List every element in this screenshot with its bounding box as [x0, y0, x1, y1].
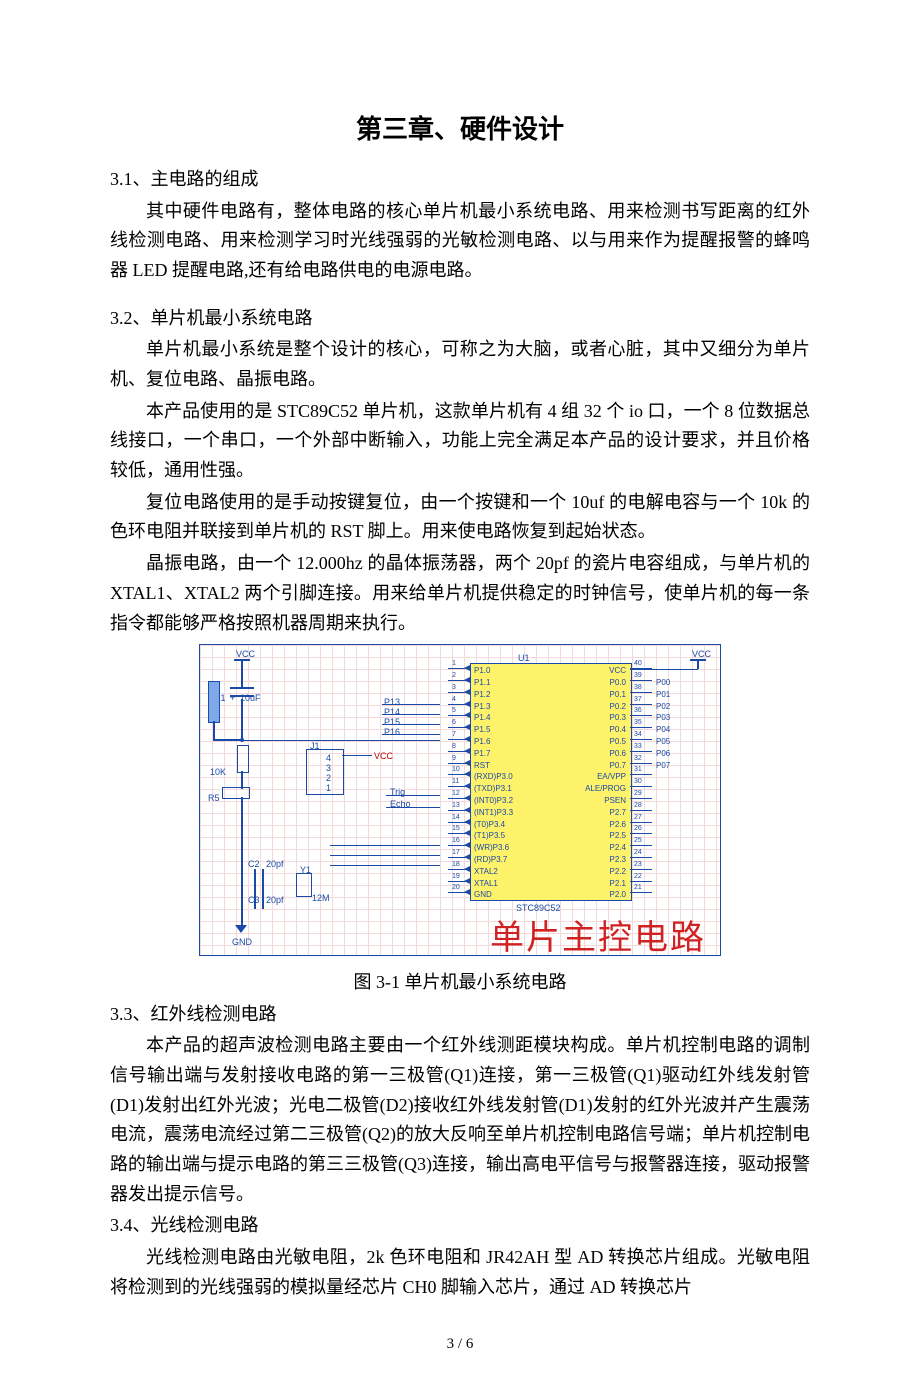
pin-num-left: 17: [452, 847, 460, 859]
pin-num-right: 40: [634, 658, 642, 670]
section-3-2-p1: 单片机最小系统是整个设计的核心，可称之为大脑，或者心脏，其中又细分为单片机、复位…: [110, 335, 810, 394]
pin-num-right: 25: [634, 835, 642, 847]
r5-label: R5: [208, 791, 220, 806]
pin-num-right: 23: [634, 859, 642, 871]
section-3-4-heading: 3.4、光线检测电路: [110, 1211, 810, 1241]
section-3-3-heading: 3.3、红外线检测电路: [110, 1000, 810, 1030]
pin-num-right: 26: [634, 823, 642, 835]
pin-num-left: 2: [452, 670, 456, 682]
pin-num-left: 12: [452, 788, 460, 800]
r5-value: 10K: [210, 765, 226, 780]
pin-num-left: 13: [452, 800, 460, 812]
y1-value: 12M: [312, 891, 330, 906]
figure-3-1: VCC C1 + 10uF 10K R5 C2 20pf: [110, 644, 810, 966]
pin-num-right: 34: [634, 729, 642, 741]
pin-num-right: 31: [634, 764, 642, 776]
pin-num-left: 9: [452, 753, 456, 765]
pin-num-left: 3: [452, 682, 456, 694]
pin-num-left: 16: [452, 835, 460, 847]
pin-num-left: 14: [452, 812, 460, 824]
pin-num-right: 27: [634, 812, 642, 824]
chapter-title: 第三章、硬件设计: [110, 108, 810, 151]
pin-num-left: 6: [452, 717, 456, 729]
pin-num-left: 11: [452, 776, 459, 788]
figure-3-1-caption: 图 3-1 单片机最小系统电路: [110, 968, 810, 998]
pin-num-right: 38: [634, 682, 642, 694]
section-3-1-heading: 3.1、主电路的组成: [110, 165, 810, 195]
c3-value: 20pf: [266, 893, 284, 908]
pin-net-right: P07: [656, 759, 670, 772]
pin-num-left: 4: [452, 694, 456, 706]
pin-name-right: P2.0: [610, 888, 626, 901]
page: 第三章、硬件设计 3.1、主电路的组成 其中硬件电路有，整体电路的核心单片机最小…: [0, 0, 920, 1397]
section-3-2-heading: 3.2、单片机最小系统电路: [110, 304, 810, 334]
schematic-title: 单片主控电路: [490, 911, 706, 967]
pin-num-right: 33: [634, 741, 642, 753]
pin-num-right: 35: [634, 717, 642, 729]
c2-value: 20pf: [266, 857, 284, 872]
vcc-right-label: VCC: [692, 647, 711, 662]
pin-num-left: 10: [452, 764, 460, 776]
pin-num-right: 22: [634, 871, 642, 883]
section-3-2-p3: 复位电路使用的是手动按键复位，由一个按键和一个 10uf 的电解电容与一个 10…: [110, 488, 810, 547]
section-3-2-p2: 本产品使用的是 STC89C52 单片机，这款单片机有 4 组 32 个 io …: [110, 397, 810, 486]
y1-label: Y1: [300, 863, 311, 878]
pin-num-right: 30: [634, 776, 642, 788]
pin-num-right: 32: [634, 753, 642, 765]
pin-num-right: 21: [634, 882, 642, 894]
section-3-1-p1: 其中硬件电路有，整体电路的核心单片机最小系统电路、用来检测书写距离的红外线检测电…: [110, 197, 810, 286]
pin-num-left: 1: [452, 658, 456, 670]
section-3-3-p1: 本产品的超声波检测电路主要由一个红外线测距模块构成。单片机控制电路的调制信号输出…: [110, 1031, 810, 1209]
section-3-2-p4: 晶振电路，由一个 12.000hz 的晶体振荡器，两个 20pf 的瓷片电容组成…: [110, 549, 810, 638]
pin-num-right: 24: [634, 847, 642, 859]
pin-num-left: 15: [452, 823, 460, 835]
pin-num-left: 20: [452, 882, 460, 894]
j1-vcc: VCC: [374, 749, 393, 764]
pin-num-right: 36: [634, 705, 642, 717]
vcc-left-label: VCC: [236, 647, 255, 662]
bus-p16: P16: [384, 725, 400, 740]
j1-pin1: 1: [326, 781, 331, 796]
gnd-label: GND: [232, 935, 252, 950]
pin-num-left: 7: [452, 729, 456, 741]
section-3-4-p1: 光线检测电路由光敏电阻，2k 色环电阻和 JR42AH 型 AD 转换芯片组成。…: [110, 1243, 810, 1302]
echo-label: Echo: [390, 797, 411, 812]
pin-num-right: 28: [634, 800, 642, 812]
pin-num-right: 39: [634, 670, 642, 682]
pin-num-right: 37: [634, 694, 642, 706]
schematic-diagram: VCC C1 + 10uF 10K R5 C2 20pf: [199, 644, 721, 956]
pin-num-left: 18: [452, 859, 460, 871]
pin-name-left: GND: [474, 888, 492, 901]
pin-num-right: 29: [634, 788, 642, 800]
pin-num-left: 5: [452, 705, 456, 717]
page-number: 3 / 6: [110, 1332, 810, 1357]
pin-num-left: 19: [452, 871, 460, 883]
pin-num-left: 8: [452, 741, 456, 753]
